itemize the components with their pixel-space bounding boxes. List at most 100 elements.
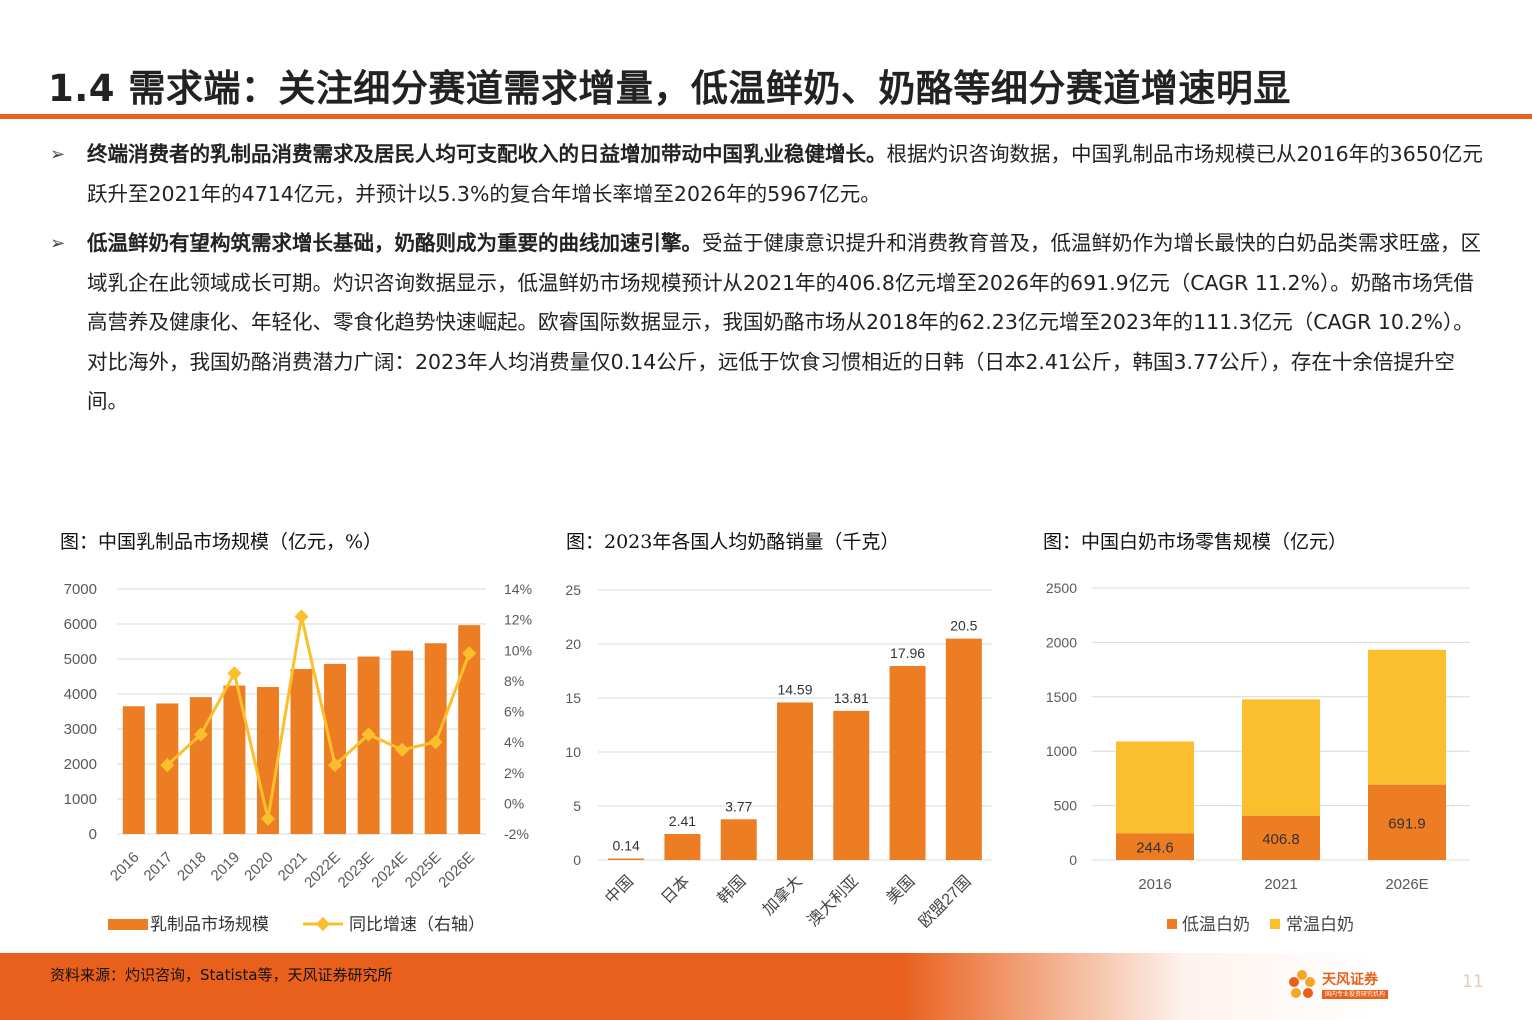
point-growth — [227, 666, 242, 681]
data-label: 20.5 — [950, 618, 977, 634]
bar-market-size — [223, 685, 246, 834]
y-tick-label: 500 — [1054, 798, 1078, 814]
point-growth — [395, 742, 410, 757]
x-tick-label: 欧盟27国 — [915, 872, 974, 931]
x-tick-label: 中国 — [602, 872, 637, 907]
x-tick-label: 2022E — [301, 849, 344, 892]
data-label: 244.6 — [1136, 840, 1174, 857]
x-tick-label: 2026E — [1385, 876, 1428, 893]
bullet-lead-1: 终端消费者的乳制品消费需求及居民人均可支配收入的日益增加带动中国乳业稳健增长。 — [87, 142, 887, 166]
bar-market-size — [391, 650, 414, 834]
bar-market-size — [458, 625, 481, 834]
bar-cheese — [777, 702, 813, 860]
bullet-body-2: 受益于健康意识提升和消费教育普及，低温鲜奶作为增长最快的白奶品类需求旺盛，区域乳… — [87, 231, 1481, 413]
x-tick-label: 2016 — [1138, 876, 1171, 893]
x-tick-label: 2026E — [435, 849, 478, 892]
legend-swatch-chilled — [1167, 919, 1177, 929]
legend-label-ambient: 常温白奶 — [1286, 915, 1354, 934]
legend-label-bar: 乳制品市场规模 — [150, 915, 269, 934]
bullet-body-1: 根据灼识咨询数据，中国乳制品市场规模已从2016年的3650亿元跃升至2021年… — [87, 142, 1483, 206]
x-tick-label: 2019 — [208, 849, 244, 885]
source-note: 资料来源：灼识咨询，Statista等，天风证券研究所 — [50, 966, 393, 984]
point-growth — [462, 646, 477, 661]
bar-segment-chilled — [1242, 815, 1320, 860]
company-logo: 天风证券 国内专业投资研究机构 — [1286, 966, 1396, 1006]
bar-market-size — [357, 656, 380, 834]
page-number: 11 — [1462, 972, 1484, 992]
y-tick-label: 1500 — [1046, 689, 1077, 705]
bar-cheese — [608, 858, 645, 860]
y-tick-label: 0 — [89, 826, 97, 843]
series-line-growth — [166, 616, 471, 820]
point-growth — [361, 727, 376, 742]
title-divider — [0, 114, 1532, 119]
bar-cheese — [945, 638, 982, 860]
bar-market-size — [290, 669, 313, 834]
bar-segment-ambient — [1242, 699, 1320, 816]
x-tick-label: 2016 — [107, 849, 143, 885]
chart-cheese-per-capita: 0 5 10 15 20 25 0.14 中国 2.41 日本 3.77 韩国 14.59 加拿大 13.8… — [565, 582, 992, 931]
x-tick-label: 加拿大 — [758, 871, 805, 918]
y-tick-label: 2000 — [64, 756, 97, 773]
y2-tick-label: 12% — [504, 612, 532, 628]
chart-title-dairy-market: 图：中国乳制品市场规模（亿元，%） — [60, 531, 383, 553]
footer-fade — [900, 953, 1532, 1020]
flower-logo-icon — [1289, 970, 1315, 998]
y-tick-label: 5000 — [64, 651, 97, 668]
y-tick-label: 6000 — [64, 616, 97, 633]
y-tick-label: 25 — [565, 582, 581, 598]
data-label: 0.14 — [613, 837, 640, 853]
bar-segment-chilled — [1368, 784, 1446, 860]
point-growth — [327, 758, 343, 773]
x-tick-label: 日本 — [658, 872, 693, 907]
y2-tick-label: -2% — [504, 826, 529, 842]
x-tick-label: 2025E — [402, 849, 445, 892]
chart-dairy-market: 0 1000 2000 3000 4000 5000 6000 7000 -2% 0% 2% 4% 6%… — [64, 581, 532, 934]
y2-tick-label: 8% — [504, 673, 524, 689]
bullet-lead-2: 低温鲜奶有望构筑需求增长基础，奶酪则成为重要的曲线加速引擎。 — [87, 231, 702, 255]
data-label: 13.81 — [834, 690, 869, 706]
bar-cheese — [889, 666, 926, 860]
bar-cheese — [833, 710, 870, 860]
point-growth — [193, 727, 208, 742]
chart-white-milk: 0 500 1000 1500 2000 2500 244.6 2016 406.8 2021 69… — [1046, 580, 1470, 934]
data-label: 691.9 — [1388, 815, 1426, 832]
bar-segment-ambient — [1116, 741, 1194, 834]
y-tick-label: 20 — [565, 636, 581, 652]
y-tick-label: 3000 — [64, 721, 97, 738]
bar-cheese — [664, 833, 701, 860]
y-tick-label: 5 — [573, 798, 581, 814]
chart-title-white-milk: 图：中国白奶市场零售规模（亿元） — [1043, 531, 1348, 553]
data-label: 17.96 — [890, 645, 925, 661]
arrow-bullet-icon: ➢ — [50, 144, 66, 165]
bar-market-size — [324, 663, 347, 834]
y-tick-label: 7000 — [64, 581, 97, 598]
y2-tick-label: 2% — [504, 765, 524, 781]
point-growth — [428, 735, 443, 750]
bar-cheese — [720, 819, 757, 860]
arrow-bullet-icon: ➢ — [50, 233, 66, 254]
data-label: 14.59 — [777, 681, 812, 697]
bullet-text-2: 低温鲜奶有望构筑需求增长基础，奶酪则成为重要的曲线加速引擎。受益于健康意识提升和… — [87, 224, 1490, 422]
y-tick-label: 1000 — [1046, 743, 1077, 759]
point-growth — [294, 609, 309, 624]
x-tick-label: 澳大利亚 — [804, 872, 862, 930]
x-tick-label: 2020 — [241, 849, 277, 885]
legend-label-chilled: 低温白奶 — [1182, 915, 1250, 934]
bar-segment-ambient — [1368, 649, 1446, 785]
y-tick-label: 10 — [565, 744, 581, 760]
bullet-item-1: ➢ 终端消费者的乳制品消费需求及居民人均可支配收入的日益增加带动中国乳业稳健增长… — [50, 135, 1490, 215]
y-tick-label: 0 — [573, 852, 581, 868]
x-tick-label: 美国 — [883, 872, 918, 907]
x-tick-label: 2024E — [368, 849, 411, 892]
legend-swatch-bar — [108, 919, 148, 930]
chart-title-cheese-per-capita: 图：2023年各国人均奶酪销量（千克） — [566, 531, 900, 553]
bar-market-size — [189, 697, 212, 834]
bullet-item-2: ➢ 低温鲜奶有望构筑需求增长基础，奶酪则成为重要的曲线加速引擎。受益于健康意识提… — [50, 224, 1490, 424]
legend-marker-line — [315, 916, 331, 932]
y2-tick-label: 10% — [504, 642, 532, 658]
legend-swatch-ambient — [1270, 919, 1280, 929]
logo-name: 天风证券 — [1322, 972, 1378, 988]
y-tick-label: 1000 — [64, 791, 97, 808]
x-tick-label: 2018 — [174, 849, 210, 885]
